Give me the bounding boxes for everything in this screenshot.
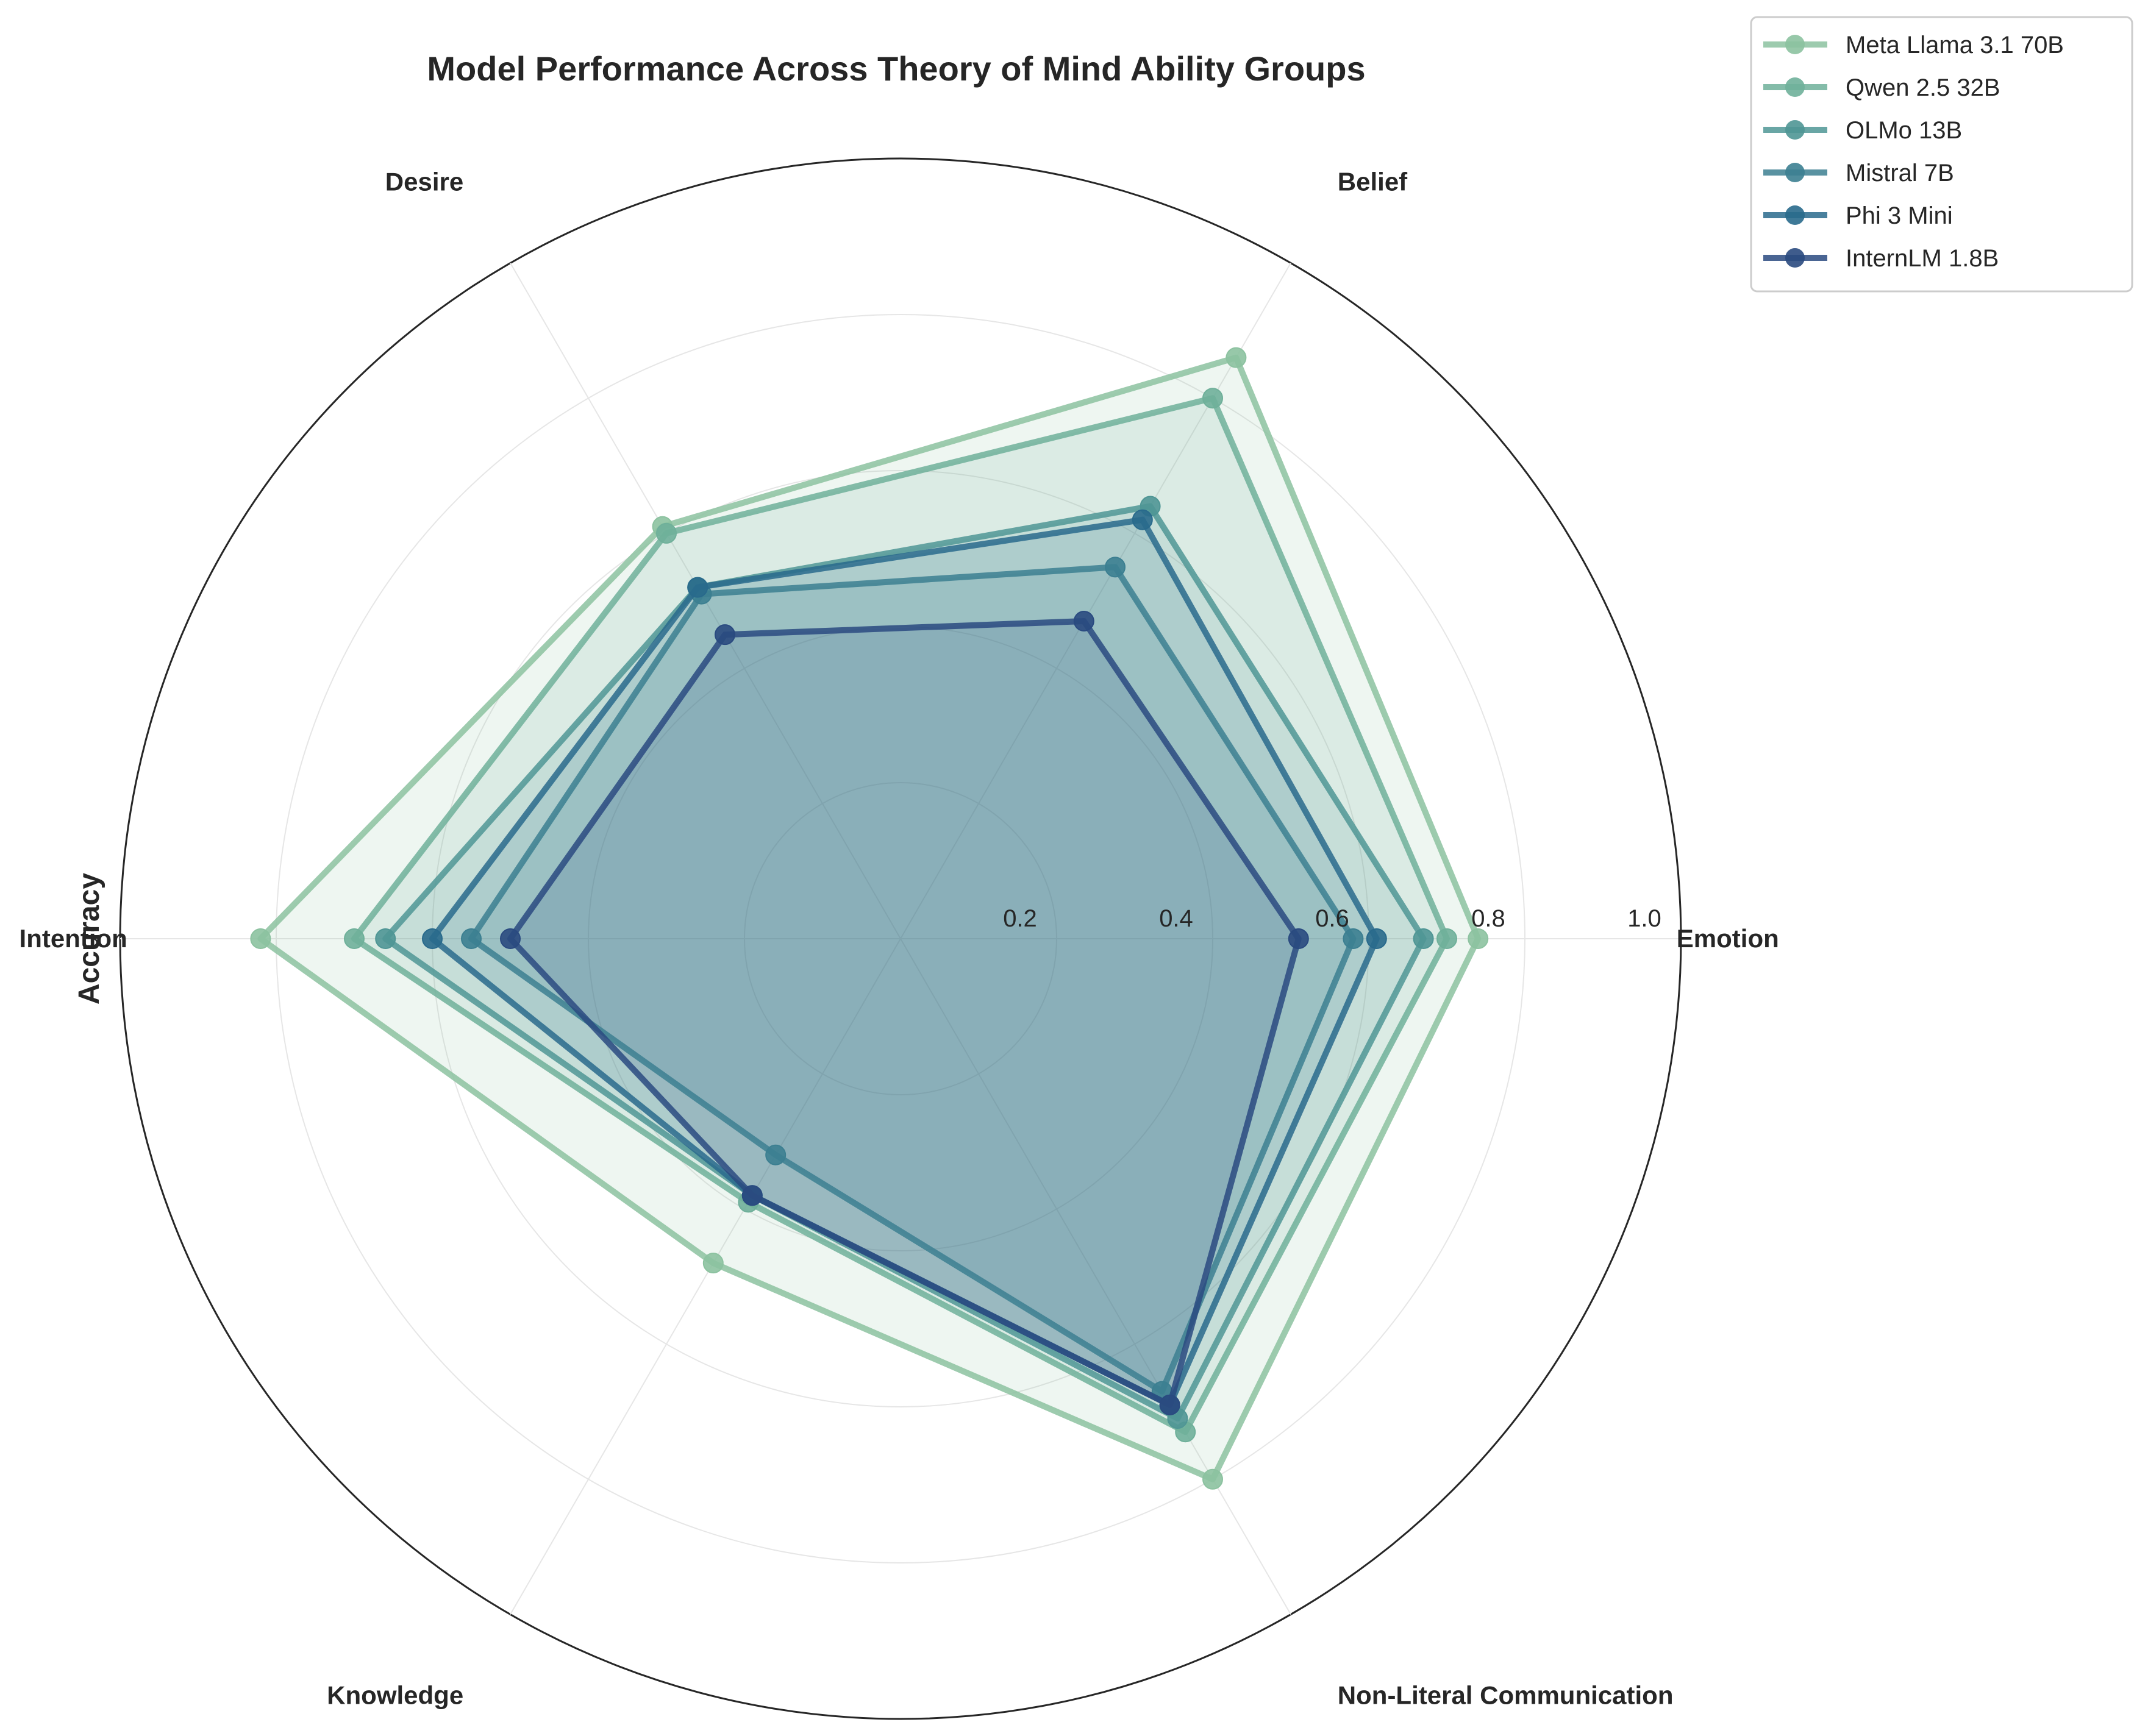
legend-item: OLMo 13B xyxy=(1763,117,1962,144)
series-fill xyxy=(432,519,1377,1405)
data-point xyxy=(422,928,443,949)
series-fill xyxy=(471,567,1354,1392)
legend-marker xyxy=(1785,120,1805,140)
category-label: Non-Literal Communication xyxy=(1338,1681,1674,1710)
data-point xyxy=(741,1185,763,1206)
y-axis-label: Accuracy xyxy=(73,873,105,1005)
data-point xyxy=(500,928,521,949)
legend: Meta Llama 3.1 70B Qwen 2.5 32B OLMo 13B Mi… xyxy=(1750,16,2133,293)
category-label: Desire xyxy=(385,167,463,196)
radial-tick-label: 0.2 xyxy=(1003,905,1037,932)
legend-marker xyxy=(1785,163,1805,182)
data-point xyxy=(656,522,677,544)
radial-tick-label: 1.0 xyxy=(1627,905,1661,932)
series-lines xyxy=(250,347,1489,1490)
data-point xyxy=(1159,1394,1180,1415)
category-label: Knowledge xyxy=(327,1681,463,1710)
legend-item: Phi 3 Mini xyxy=(1763,202,1953,229)
radial-tick-label: 0.8 xyxy=(1471,905,1505,932)
series-group xyxy=(500,610,1309,1415)
data-point xyxy=(461,928,482,949)
legend-item: Mistral 7B xyxy=(1763,160,1954,187)
legend-marker xyxy=(1785,77,1805,97)
grid-spoke xyxy=(900,938,1291,1615)
data-point xyxy=(250,928,271,949)
legend-label: Meta Llama 3.1 70B xyxy=(1846,32,2064,59)
legend-label: Phi 3 Mini xyxy=(1846,202,1953,229)
legend-item: Qwen 2.5 32B xyxy=(1763,74,2000,101)
legend-item: Meta Llama 3.1 70B xyxy=(1763,32,2064,59)
data-point xyxy=(1436,928,1457,949)
legend-marker xyxy=(1785,205,1805,225)
data-point xyxy=(1202,388,1223,409)
category-label: Belief xyxy=(1338,167,1408,196)
category-label: Intention xyxy=(20,924,127,953)
legend-marker xyxy=(1785,248,1805,268)
data-point xyxy=(375,928,396,949)
chart-title: Model Performance Across Theory of Mind … xyxy=(427,49,1365,88)
data-point xyxy=(1073,610,1094,631)
legend-box xyxy=(1750,16,2133,293)
legend-label: Mistral 7B xyxy=(1846,160,1954,187)
data-point xyxy=(1202,1468,1223,1490)
data-point xyxy=(1468,928,1489,949)
radial-tick-label: 0.4 xyxy=(1159,905,1193,932)
legend-marker xyxy=(1785,35,1805,54)
data-point xyxy=(687,577,708,598)
legend-label: OLMo 13B xyxy=(1846,117,1962,144)
category-label: Emotion xyxy=(1677,924,1779,953)
grid-spoke xyxy=(510,938,901,1615)
data-point xyxy=(702,1253,724,1274)
data-point xyxy=(1226,347,1247,368)
series-fill xyxy=(510,621,1299,1405)
legend-label: InternLM 1.8B xyxy=(1846,245,1999,272)
data-point xyxy=(344,928,365,949)
data-point xyxy=(715,624,735,646)
data-point xyxy=(1288,928,1309,949)
radial-tick-labels: 0.2 0.4 0.6 0.8 1.0 xyxy=(1003,905,1661,932)
radial-tick-label: 0.6 xyxy=(1315,905,1349,932)
data-point xyxy=(1413,928,1434,949)
data-point xyxy=(1132,509,1153,530)
category-labels: Emotion Belief Desire Intention Knowledge Non… xyxy=(20,167,1779,1709)
legend-label: Qwen 2.5 32B xyxy=(1846,74,2000,101)
data-point xyxy=(765,1144,787,1165)
legend-item: InternLM 1.8B xyxy=(1763,245,1999,272)
grid-spoke xyxy=(900,262,1291,939)
data-point xyxy=(1105,557,1126,578)
data-point xyxy=(1366,928,1387,949)
series-fill xyxy=(260,357,1479,1479)
data-point xyxy=(1343,928,1364,949)
